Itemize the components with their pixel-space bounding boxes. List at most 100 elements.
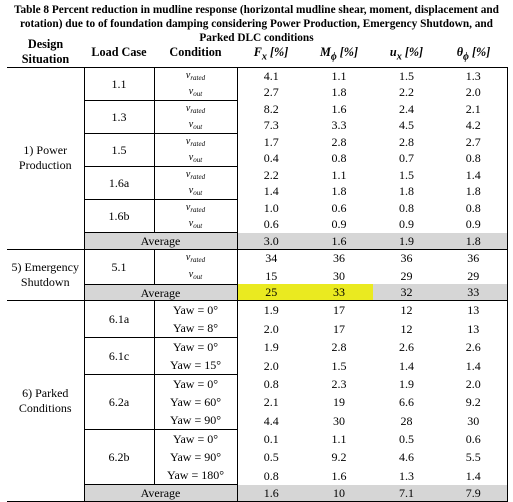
value-theta: 0.9 (440, 216, 508, 233)
value-theta: 30 (440, 411, 508, 430)
load-case-cell: 1.3 (84, 100, 155, 134)
value-fx: 4.4 (263, 413, 279, 428)
value-ux: 6.6 (399, 395, 414, 410)
table-row: vout 0.4 0.8 0.7 0.8 (7, 150, 508, 167)
value-ux: 36 (400, 251, 413, 266)
load-case-cell: 6.1c (84, 337, 155, 376)
header-ux: ux [%] (373, 37, 440, 68)
value-fx: 8.2 (263, 101, 279, 116)
value-fx: 0.5 (263, 450, 279, 465)
header-load-case: Load Case (84, 37, 154, 68)
table-row: 6.2a Yaw = 0° 0.8 2.3 1.9 2.0 (7, 374, 508, 431)
load-case-cell: 1.1 (84, 67, 155, 101)
condition-cell: vout (154, 183, 238, 200)
value-mphi: 0.9 (331, 217, 347, 232)
value-fx: 1.9 (263, 340, 279, 355)
value-fx: 2.1 (263, 395, 279, 410)
condition-cell: vrated (154, 249, 238, 267)
table-row: vout 15 30 29 29 (7, 266, 508, 285)
value-theta: 0.8 (440, 199, 508, 216)
average-label: Average (84, 484, 238, 502)
value-fx: 0.8 (263, 377, 279, 392)
value-mphi: 3.3 (331, 118, 347, 133)
design-situation-cell: 1) Power Production (7, 67, 85, 250)
load-case-cell: 1.5 (84, 133, 155, 167)
value-mphi: 9.2 (331, 450, 347, 465)
value-theta: 1.4 (440, 166, 508, 183)
table-row: 1.3 vrated 8.2 1.6 2.4 2.1 (7, 100, 508, 134)
value-fx: 2.7 (263, 85, 279, 100)
load-case-cell: 5.1 (84, 249, 155, 285)
value-theta: 9.2 (440, 393, 508, 412)
header-theta: θϕ [%] (440, 37, 507, 68)
table-row: Yaw = 90° 4.4 30 28 30 (7, 411, 508, 431)
value-fx: 2.0 (263, 358, 279, 373)
condition-cell: Yaw = 0° (154, 429, 238, 449)
table-row: 1.6b vrated 1.0 0.6 0.8 0.8 (7, 199, 508, 233)
header-mphi: Mϕ [%] (305, 37, 373, 68)
value-ux: 28 (400, 413, 413, 428)
value-theta: 0.8 (440, 150, 508, 167)
average-mphi: 1.6 (305, 232, 373, 250)
table-row: 6.1c Yaw = 0° 1.9 2.8 2.6 2.6 (7, 337, 508, 376)
value-ux: 0.9 (399, 217, 414, 232)
load-case-cell: 1.6b (84, 199, 155, 233)
value-mphi: 30 (333, 268, 345, 283)
value-fx: 0.4 (263, 151, 279, 166)
value-fx: 1.7 (263, 134, 279, 149)
value-fx: 2.0 (263, 321, 279, 336)
condition-cell: vrated (154, 100, 238, 117)
value-ux: 1.5 (399, 69, 414, 83)
value-ux: 2.8 (399, 134, 414, 149)
value-theta: 29 (440, 266, 508, 285)
value-ux: 1.5 (399, 167, 414, 182)
design-situation-cell: 5) Emergency Shutdown (7, 249, 85, 302)
value-theta: 1.8 (440, 183, 508, 200)
condition-cell: Yaw = 90° (154, 411, 238, 431)
condition-cell: Yaw = 60° (154, 393, 238, 412)
value-fx: 0.6 (263, 217, 279, 232)
value-fx: 0.1 (263, 432, 279, 447)
condition-cell: Yaw = 0° (154, 300, 238, 320)
table-row: vout 7.3 3.3 4.5 4.2 (7, 117, 508, 134)
value-mphi: 1.8 (331, 85, 347, 100)
value-mphi: 30 (333, 413, 345, 428)
design-situation-cell: 6) Parked Conditions (7, 300, 85, 502)
value-ux: 4.5 (399, 118, 414, 133)
average-theta: 33 (440, 284, 508, 302)
value-theta: 5.5 (440, 448, 508, 467)
value-mphi: 1.1 (331, 432, 347, 447)
condition-cell: vout (154, 150, 238, 167)
table-row: Yaw = 60° 2.1 19 6.6 9.2 (7, 393, 508, 412)
value-theta: 1.3 (440, 67, 508, 84)
value-mphi: 1.6 (331, 101, 347, 116)
value-mphi: 17 (333, 321, 345, 336)
value-fx: 0.8 (263, 468, 279, 483)
average-ux: 32 (373, 284, 440, 302)
value-fx: 1.0 (263, 200, 279, 215)
value-mphi: 1.1 (331, 69, 347, 83)
value-theta: 4.2 (440, 117, 508, 134)
table-row: 1.6a vrated 2.2 1.1 1.5 1.4 (7, 166, 508, 200)
condition-cell: Yaw = 15° (154, 356, 238, 376)
table-row: Yaw = 8° 2.0 17 12 13 (7, 319, 508, 339)
condition-cell: Yaw = 180° (154, 466, 238, 486)
condition-cell: vout (154, 216, 238, 233)
value-mphi: 2.8 (331, 134, 347, 149)
value-fx: 15 (265, 268, 278, 283)
average-theta: 7.9 (440, 484, 508, 502)
table-row: 5) Emergency Shutdown 5.1 vrated 34 36 36 36 (7, 249, 508, 302)
average-row: Average 25 33 32 33 (7, 284, 508, 302)
value-ux: 1.3 (399, 468, 414, 483)
condition-cell: vout (154, 117, 238, 134)
condition-cell: vrated (154, 166, 238, 183)
value-fx: 2.2 (263, 167, 279, 182)
header-design-situation: Design Situation (7, 37, 84, 68)
condition-cell: Yaw = 8° (154, 319, 238, 339)
average-ux: 1.9 (373, 232, 440, 250)
condition-cell: vout (154, 84, 238, 101)
condition-cell: Yaw = 0° (154, 374, 238, 394)
condition-cell: vout (154, 266, 238, 285)
table-row: 6) Parked Conditions 6.1a Yaw = 0° 1.9 17 12 1… (7, 300, 508, 502)
value-theta: 0.6 (440, 429, 508, 449)
